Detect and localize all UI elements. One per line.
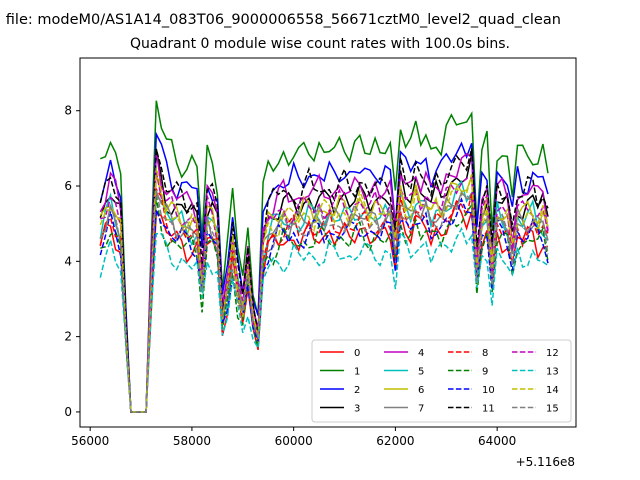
- legend-label: 0: [354, 348, 360, 359]
- legend-label: 15: [546, 404, 559, 415]
- y-tick-label: 6: [64, 179, 72, 193]
- legend-label: 14: [546, 385, 559, 396]
- series-line-12: [100, 171, 549, 413]
- legend-label: 9: [482, 367, 488, 378]
- suptitle-text: n file: modeM0/AS1A14_083T06_9000006558_…: [0, 12, 561, 28]
- legend-label: 12: [546, 348, 559, 359]
- y-axis: 0 2 4 6 8: [64, 104, 80, 419]
- legend-label: 4: [418, 348, 424, 359]
- legend-box: [311, 339, 572, 423]
- y-tick-label: 4: [64, 254, 72, 268]
- legend-label: 8: [482, 348, 488, 359]
- x-tick-label: 60000: [275, 434, 313, 448]
- x-tick-label: 62000: [376, 434, 414, 448]
- x-tick-label: 56000: [71, 434, 109, 448]
- legend-label: 7: [418, 404, 424, 415]
- x-tick-label: 58000: [173, 434, 211, 448]
- series-line-14: [99, 167, 549, 413]
- series-line-15: [99, 189, 549, 413]
- x-offset-label: +5.116e8: [516, 455, 575, 469]
- legend-label: 10: [482, 385, 495, 396]
- legend-label: 6: [418, 385, 424, 396]
- legend-label: 11: [482, 404, 495, 415]
- legend-label: 1: [354, 367, 360, 378]
- legend-label: 2: [354, 385, 360, 396]
- legend-label: 3: [354, 404, 360, 415]
- y-tick-label: 2: [64, 330, 72, 344]
- series-line-11: [99, 148, 549, 413]
- axes-frame: [79, 57, 577, 428]
- legend-label: 13: [546, 367, 559, 378]
- y-tick-label: 8: [64, 104, 72, 118]
- legend-label: 5: [418, 367, 424, 378]
- x-axis: 56000 58000 60000 62000 64000: [71, 427, 516, 448]
- figure-suptitle: n file: modeM0/AS1A14_083T06_9000006558_…: [0, 0, 640, 40]
- chart-title: Quadrant 0 module wise count rates with …: [130, 36, 510, 52]
- series-line-1: [100, 100, 549, 413]
- series-line-13: [99, 226, 549, 413]
- series-lines: [99, 100, 549, 413]
- y-tick-label: 0: [64, 405, 72, 419]
- x-tick-label: 64000: [478, 434, 516, 448]
